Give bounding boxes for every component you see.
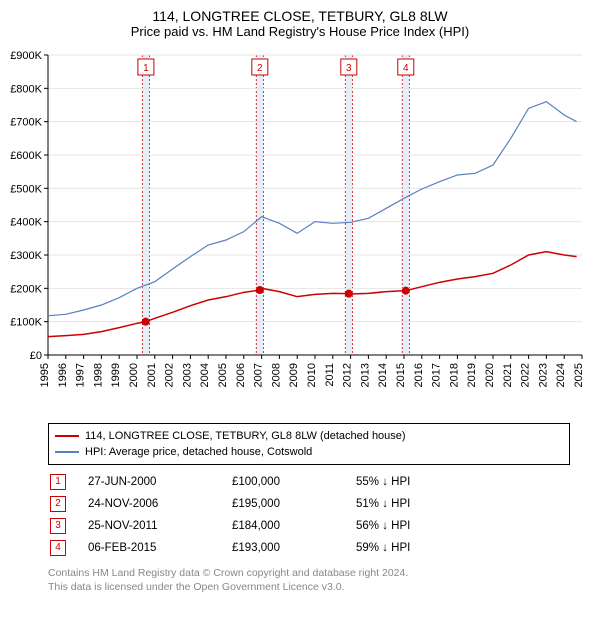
legend-item: 114, LONGTREE CLOSE, TETBURY, GL8 8LW (d… bbox=[55, 428, 563, 444]
svg-text:2: 2 bbox=[257, 63, 263, 74]
svg-text:1: 1 bbox=[143, 63, 149, 74]
legend: 114, LONGTREE CLOSE, TETBURY, GL8 8LW (d… bbox=[48, 423, 570, 465]
svg-text:2002: 2002 bbox=[164, 363, 176, 387]
chart-container: 114, LONGTREE CLOSE, TETBURY, GL8 8LW Pr… bbox=[0, 0, 600, 594]
chart-title: 114, LONGTREE CLOSE, TETBURY, GL8 8LW bbox=[0, 0, 600, 24]
table-row: 1 27-JUN-2000£100,00055% ↓ HPI bbox=[48, 471, 570, 493]
sale-delta: 51% ↓ HPI bbox=[354, 493, 570, 515]
footer-attribution: Contains HM Land Registry data © Crown c… bbox=[48, 567, 570, 594]
svg-text:£400K: £400K bbox=[10, 217, 42, 229]
svg-text:2021: 2021 bbox=[502, 363, 514, 387]
svg-text:2010: 2010 bbox=[306, 363, 318, 387]
sale-marker-badge: 2 bbox=[50, 496, 66, 512]
sale-delta: 56% ↓ HPI bbox=[354, 515, 570, 537]
sale-price: £193,000 bbox=[230, 537, 354, 559]
sale-marker-badge: 1 bbox=[50, 474, 66, 490]
svg-text:2016: 2016 bbox=[413, 363, 425, 387]
svg-text:4: 4 bbox=[403, 63, 409, 74]
svg-text:2011: 2011 bbox=[324, 363, 336, 387]
svg-text:1997: 1997 bbox=[75, 363, 87, 387]
footer-line: This data is licensed under the Open Gov… bbox=[48, 581, 570, 595]
sale-price: £100,000 bbox=[230, 471, 354, 493]
svg-text:2018: 2018 bbox=[448, 363, 460, 387]
table-row: 3 25-NOV-2011£184,00056% ↓ HPI bbox=[48, 515, 570, 537]
svg-text:2007: 2007 bbox=[253, 363, 265, 387]
svg-text:2004: 2004 bbox=[199, 363, 211, 387]
footer-line: Contains HM Land Registry data © Crown c… bbox=[48, 567, 570, 581]
svg-text:2014: 2014 bbox=[377, 363, 389, 387]
svg-text:1995: 1995 bbox=[39, 363, 51, 387]
svg-text:3: 3 bbox=[346, 63, 352, 74]
sale-marker-badge: 4 bbox=[50, 540, 66, 556]
svg-text:2019: 2019 bbox=[466, 363, 478, 387]
svg-text:£200K: £200K bbox=[10, 283, 42, 295]
svg-text:1996: 1996 bbox=[57, 363, 69, 387]
svg-text:£900K: £900K bbox=[10, 50, 42, 62]
svg-text:2009: 2009 bbox=[288, 363, 300, 387]
svg-text:2001: 2001 bbox=[146, 363, 158, 387]
svg-text:2005: 2005 bbox=[217, 363, 229, 387]
svg-text:2012: 2012 bbox=[342, 363, 354, 387]
legend-item: HPI: Average price, detached house, Cots… bbox=[55, 444, 563, 460]
svg-text:1999: 1999 bbox=[110, 363, 122, 387]
svg-text:£300K: £300K bbox=[10, 250, 42, 262]
svg-text:2003: 2003 bbox=[181, 363, 193, 387]
chart-svg: 1 2 3 4 £0 £100K £200K £300K £400K £500K £600K £700… bbox=[0, 45, 600, 415]
sale-price: £195,000 bbox=[230, 493, 354, 515]
sale-marker-badge: 3 bbox=[50, 518, 66, 534]
sale-date: 06-FEB-2015 bbox=[86, 537, 230, 559]
svg-text:£700K: £700K bbox=[10, 117, 42, 129]
sales-table: 1 27-JUN-2000£100,00055% ↓ HPI 2 24-NOV-200… bbox=[48, 471, 570, 559]
svg-text:2022: 2022 bbox=[520, 363, 532, 387]
svg-text:2024: 2024 bbox=[555, 363, 567, 387]
svg-text:2023: 2023 bbox=[537, 363, 549, 387]
svg-text:2015: 2015 bbox=[395, 363, 407, 387]
svg-text:2000: 2000 bbox=[128, 363, 140, 387]
sale-delta: 59% ↓ HPI bbox=[354, 537, 570, 559]
chart-plot-area: 1 2 3 4 £0 £100K £200K £300K £400K £500K £600K £700… bbox=[0, 45, 600, 415]
table-row: 2 24-NOV-2006£195,00051% ↓ HPI bbox=[48, 493, 570, 515]
svg-text:2017: 2017 bbox=[431, 363, 443, 387]
legend-swatch bbox=[55, 435, 79, 437]
svg-text:£100K: £100K bbox=[10, 317, 42, 329]
svg-text:£800K: £800K bbox=[10, 83, 42, 95]
svg-text:2006: 2006 bbox=[235, 363, 247, 387]
chart-subtitle: Price paid vs. HM Land Registry's House … bbox=[0, 24, 600, 45]
svg-text:2020: 2020 bbox=[484, 363, 496, 387]
legend-swatch bbox=[55, 451, 79, 453]
sale-price: £184,000 bbox=[230, 515, 354, 537]
svg-text:2013: 2013 bbox=[359, 363, 371, 387]
legend-label: HPI: Average price, detached house, Cots… bbox=[85, 446, 312, 458]
sale-date: 25-NOV-2011 bbox=[86, 515, 230, 537]
sale-date: 27-JUN-2000 bbox=[86, 471, 230, 493]
svg-text:£0: £0 bbox=[30, 350, 42, 362]
svg-text:£500K: £500K bbox=[10, 183, 42, 195]
table-row: 4 06-FEB-2015£193,00059% ↓ HPI bbox=[48, 537, 570, 559]
svg-text:2008: 2008 bbox=[270, 363, 282, 387]
legend-label: 114, LONGTREE CLOSE, TETBURY, GL8 8LW (d… bbox=[85, 430, 406, 442]
svg-text:£600K: £600K bbox=[10, 150, 42, 162]
sale-date: 24-NOV-2006 bbox=[86, 493, 230, 515]
svg-text:1998: 1998 bbox=[92, 363, 104, 387]
svg-text:2025: 2025 bbox=[573, 363, 585, 387]
sale-delta: 55% ↓ HPI bbox=[354, 471, 570, 493]
